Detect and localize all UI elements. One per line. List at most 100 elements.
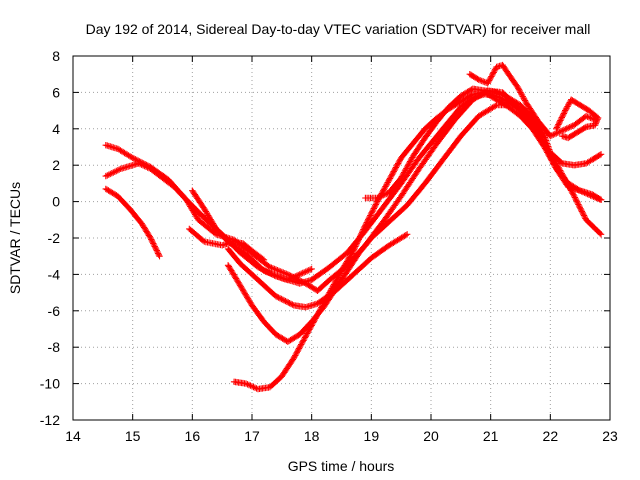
data-point [102,166,123,180]
data-point [242,245,260,261]
data-point [201,238,224,249]
data-point [505,71,520,89]
data-point [559,132,566,140]
data-point [585,107,600,120]
data-point [350,223,368,254]
data-point [398,156,422,187]
data-point [362,199,380,229]
data-point [445,93,463,111]
data-point [189,187,207,211]
x-tick-label: 18 [304,428,320,444]
data-point [183,196,201,222]
data-point [308,265,315,273]
data-point [568,96,583,108]
data-point [224,245,243,266]
x-tick-label: 21 [483,428,499,444]
data-point [475,102,499,120]
data-point [254,254,272,270]
data-point [338,248,356,274]
data-point [278,274,302,287]
data-point [386,203,410,225]
series-track-f [224,231,411,311]
data-point [433,117,458,147]
data-point [597,231,605,238]
data-point [147,165,165,181]
data-point [368,243,392,262]
y-tick-label: 8 [52,48,60,64]
data-point [553,108,568,132]
data-point [236,260,260,282]
data-point [386,232,409,249]
data-point [326,250,350,271]
data-point [597,151,605,158]
data-point [135,160,153,172]
data-point [201,205,219,231]
data-point [308,264,332,284]
data-point [582,216,604,237]
data-point [248,247,266,262]
data-point [409,136,428,160]
data-point [186,225,207,244]
data-point [296,266,314,278]
data-point [597,196,605,203]
y-tick-label: 6 [52,84,60,100]
data-point [493,96,511,110]
data-point [493,89,511,101]
data-point [559,122,576,134]
data-point [368,219,392,242]
y-tick-label: -6 [48,303,61,319]
data-point [529,125,547,149]
data-point [374,190,391,202]
series-track-c [102,185,163,260]
data-point [505,103,523,119]
data-point [117,160,141,172]
data-point [523,100,541,124]
data-point [302,312,321,340]
data-point [356,236,374,256]
data-point [439,134,464,163]
series-track-k [553,96,602,142]
data-point [171,183,189,202]
data-point [159,174,177,190]
data-point [433,119,452,140]
data-point [102,185,120,199]
data-point [314,277,332,294]
x-tick-label: 20 [423,428,439,444]
data-point [260,267,284,281]
data-point [588,151,603,163]
data-point [457,91,475,105]
data-point [126,205,144,226]
data-point [224,262,243,288]
data-point [582,157,594,167]
y-tick-label: 4 [52,121,60,137]
y-tick-label: -2 [48,230,61,246]
data-point [102,142,120,152]
data-point [505,94,523,108]
data-point [380,194,404,225]
data-point [547,128,564,140]
data-point [314,290,332,318]
data-point [553,165,571,189]
data-point [344,250,362,274]
data-point [350,255,374,278]
x-tick-label: 14 [65,428,81,444]
x-tick-label: 16 [185,428,201,444]
data-point [156,253,163,260]
x-tick-label: 17 [244,428,260,444]
data-point [415,141,440,172]
chart-title: Day 192 of 2014, Sidereal Day-to-day VTE… [86,21,591,37]
data-point [403,231,411,238]
data-point [457,86,475,100]
data-point [114,145,135,161]
data-point [254,276,278,299]
data-point [582,112,597,123]
data-point [541,132,553,155]
y-tick-label: -10 [40,376,60,392]
data-point [575,123,590,135]
data-point [284,332,302,345]
data-point [398,167,422,200]
data-series [102,61,605,393]
y-tick-label: -8 [48,339,61,355]
data-point [266,263,290,277]
data-point [260,256,268,264]
